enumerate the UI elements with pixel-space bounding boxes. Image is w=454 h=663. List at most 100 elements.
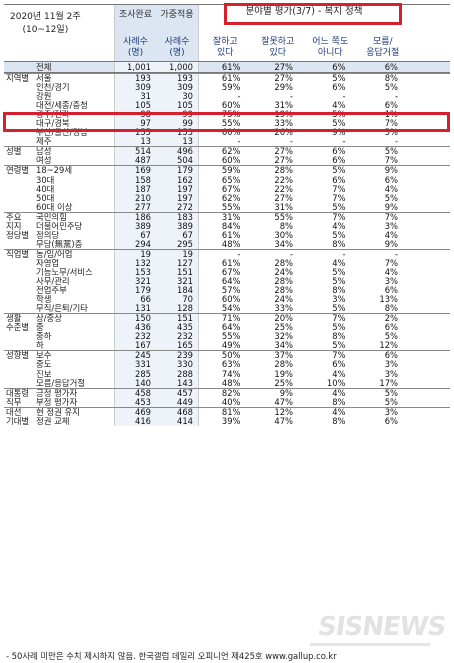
pct-neutral: 7%	[332, 313, 346, 324]
table-row: 30대 158 162 65% 22% 6% 6%	[4, 174, 450, 185]
completed-count: 186	[114, 212, 156, 222]
row-group	[4, 156, 34, 165]
pct-unknown: 6%	[384, 322, 398, 333]
pct-bad: 47%	[274, 415, 293, 426]
pct-neutral: 8%	[332, 238, 346, 249]
row-group	[4, 203, 34, 212]
pct-good: 31%	[198, 212, 251, 222]
pct-good: -	[198, 92, 251, 102]
table-row: 주요 국민의힘 186 183 31% 55% 7% 7%	[4, 211, 450, 222]
pct-neutral: 5%	[332, 266, 346, 277]
row-label: 중하	[36, 332, 52, 342]
row-label: 상/중상	[36, 314, 62, 324]
table-row: 기능노무/서비스 153 151 67% 24% 5% 4%	[4, 266, 450, 278]
weighted-count: 193	[156, 73, 198, 84]
pct-unknown: 4%	[384, 183, 398, 194]
pct-neutral: 7%	[332, 183, 346, 194]
pct-unknown: 5%	[384, 127, 398, 138]
row-group	[4, 119, 34, 128]
pct-good: 64%	[198, 323, 251, 333]
row-label: 강원	[36, 92, 52, 102]
pct-bad: 24%	[274, 294, 293, 305]
eval-col-unknown: 모름/ 응답거절	[366, 37, 400, 58]
pct-unknown: 6%	[384, 350, 398, 361]
table-row: 60대 이상 277 272 55% 31% 5% 9%	[4, 202, 450, 212]
row-group	[4, 83, 34, 92]
row-group: 연령별	[6, 165, 30, 176]
completed-count: 514	[114, 147, 156, 157]
pct-bad: 27%	[274, 146, 293, 157]
pct-good: 81%	[198, 407, 251, 417]
weighted-count: 197	[156, 193, 198, 203]
row-group	[4, 304, 34, 313]
weighted-count: 128	[156, 304, 198, 314]
pct-neutral: -	[342, 136, 346, 147]
table-row: 직업별 농/임/어업 19 19- - - -	[4, 248, 450, 259]
weighted-count: 143	[156, 378, 198, 388]
pct-unknown: -	[394, 91, 398, 102]
pct-unknown: 3%	[384, 220, 398, 231]
completed-count: 179	[114, 286, 156, 296]
row-label: 인천/경기	[36, 83, 70, 93]
pct-good: 67%	[198, 267, 251, 278]
pct-neutral: 10%	[326, 377, 346, 388]
table-row: 지역별 서울 193 193 61% 27% 5% 8%	[4, 73, 450, 84]
row-group	[4, 379, 34, 388]
pct-good: 84%	[198, 221, 251, 231]
completed-count: 458	[114, 388, 156, 398]
row-group	[4, 92, 34, 101]
row-label: 무당(無黨)층	[36, 239, 83, 249]
weighted-count: 197	[156, 184, 198, 194]
completed-sample-unit: 사례수 (명)	[123, 37, 148, 58]
pct-bad: 27%	[274, 62, 293, 72]
weighted-count: 330	[156, 360, 198, 370]
pct-neutral: -	[342, 248, 346, 259]
row-label: 모름/응답거절	[36, 378, 86, 388]
row-label: 제주	[36, 137, 52, 147]
table-row: 성향별 보수 245 239 50% 37% 7% 6%	[4, 350, 450, 361]
pct-good: -	[198, 249, 251, 259]
pct-neutral: 6%	[332, 82, 346, 93]
pct-neutral: 5%	[332, 109, 346, 120]
completed-count: 66	[114, 295, 156, 305]
weighted-count: 449	[156, 397, 198, 407]
eval-col-neutral: 어느 쪽도 아니다	[312, 37, 349, 58]
pct-good: 60%	[198, 295, 251, 305]
pct-unknown: 3%	[384, 359, 398, 370]
survey-table: 2020년 11월 2주 (10~12일) 조사완료 사례수 (명) 가중적용 …	[4, 4, 450, 426]
evaluation-title: 분야별 평가(3/7) - 복지 정책	[245, 6, 363, 17]
pct-unknown: 7%	[384, 211, 398, 222]
pct-unknown: 6%	[384, 174, 398, 185]
row-label: 진보	[36, 369, 52, 379]
completed-count: 153	[114, 267, 156, 278]
pct-unknown: 8%	[384, 73, 398, 83]
pct-neutral: 5%	[332, 276, 346, 287]
row-group: 대통령	[6, 387, 30, 398]
pct-unknown: 3%	[384, 406, 398, 417]
pct-unknown: 6%	[384, 415, 398, 426]
pct-unknown: 9%	[384, 238, 398, 249]
weighted-count: 70	[156, 295, 198, 305]
pct-bad: 19%	[274, 368, 293, 379]
row-label: 사무/관리	[36, 277, 70, 287]
pct-neutral: 8%	[332, 285, 346, 296]
pct-good: 55%	[198, 202, 251, 212]
weighted-count: 1,000	[156, 62, 198, 72]
weighted-count: 162	[156, 175, 198, 185]
completed-count: 487	[114, 156, 156, 166]
pct-bad: 47%	[274, 396, 293, 407]
pct-unknown: 12%	[379, 340, 398, 351]
pct-good: 48%	[198, 239, 251, 249]
completed-count: 321	[114, 276, 156, 287]
table-row: 중하 232 232 55% 32% 8% 5%	[4, 332, 450, 342]
completed-count: 67	[114, 230, 156, 240]
pct-neutral: 5%	[332, 73, 346, 83]
row-label: 하	[36, 341, 44, 351]
table-row: 전체 1,001 1,000 61% 27% 6% 6%	[4, 61, 450, 73]
completed-count: 331	[114, 360, 156, 370]
pct-neutral: 5%	[332, 118, 346, 129]
pct-neutral: 4%	[332, 100, 346, 111]
completed-count: 132	[114, 258, 156, 268]
row-group	[4, 110, 34, 119]
pct-neutral: 4%	[332, 368, 346, 379]
